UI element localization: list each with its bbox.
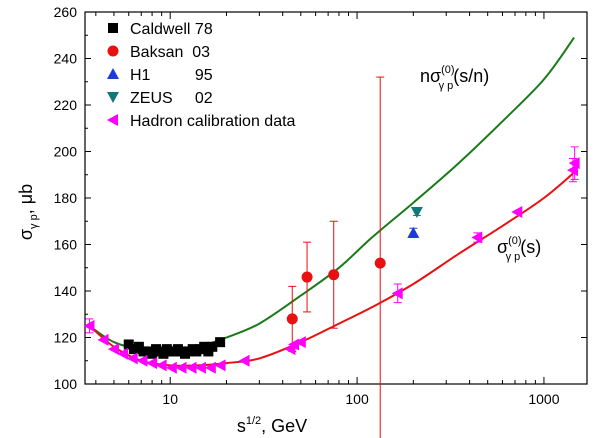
curve-label-arg: (s) xyxy=(520,237,541,257)
data-point-triangle-left xyxy=(117,347,129,360)
y-tick-label: 100 xyxy=(54,376,78,392)
data-point-triangle-left xyxy=(471,231,483,244)
curve-label-base: σ xyxy=(497,237,508,257)
data-point-triangle-left xyxy=(107,343,119,356)
x-tick-label: 1000 xyxy=(528,391,559,407)
y-tick-label: 200 xyxy=(54,144,78,160)
x-axis-sup: 1/2 xyxy=(246,415,261,427)
curve-label-sup: (0) xyxy=(508,235,521,247)
data-point-triangle-left xyxy=(294,336,306,349)
fit-curves xyxy=(88,37,578,367)
curve-label-base: nσ xyxy=(420,66,441,86)
curve-label-sub: γ p xyxy=(506,251,521,263)
x-axis-title: s1/2, GeV xyxy=(237,415,307,436)
data-point-square xyxy=(207,341,218,352)
y-axis-unit: μb xyxy=(16,184,36,204)
data-point-triangle-left xyxy=(511,205,523,218)
data-point-triangle-left xyxy=(146,357,158,370)
legend-marker xyxy=(107,92,119,103)
data-point-triangle-left xyxy=(136,354,148,367)
legend-label: Hadron calibration data xyxy=(130,113,296,130)
data-point-triangle-left xyxy=(391,287,403,300)
y-axis-base: σ xyxy=(16,229,36,240)
data-markers xyxy=(83,157,580,374)
legend-marker xyxy=(107,45,119,57)
data-point-triangle-up xyxy=(407,226,420,238)
legend: Caldwell 78 Baksan 03 H1 95 ZEUS 02 Hadron c… xyxy=(107,21,296,130)
curve-labels: nσ(0) γ p(s/n)σ(0) γ p(s) xyxy=(420,64,541,263)
axis-ticks: 100 120 140 160 180 200 220 240 260 10 100 1000 xyxy=(54,4,587,407)
data-point-triangle-left xyxy=(566,164,578,177)
y-tick-label: 240 xyxy=(54,51,78,67)
legend-label: ZEUS 02 xyxy=(130,90,213,107)
data-point-triangle-left xyxy=(83,319,95,332)
y-tick-label: 260 xyxy=(54,4,78,20)
data-point-triangle-left xyxy=(126,352,138,365)
data-point-square xyxy=(123,339,134,350)
green-curve-label: nσ(0) γ p(s/n) xyxy=(420,64,489,92)
legend-marker xyxy=(108,23,118,33)
x-axis-unit: GeV xyxy=(271,416,307,436)
data-point-triangle-left xyxy=(214,359,226,372)
data-point-triangle-left xyxy=(165,361,177,374)
data-point-triangle-left xyxy=(175,361,187,374)
data-point-triangle-left xyxy=(238,354,250,367)
x-tick-label: 100 xyxy=(345,391,369,407)
y-tick-label: 220 xyxy=(54,97,78,113)
data-point-circle xyxy=(374,257,386,269)
data-point-triangle-left xyxy=(194,361,206,374)
axis-titles: s1/2, GeV σγ p, μb xyxy=(16,184,307,436)
green-fit-curve xyxy=(88,37,575,351)
y-axis-sep: , xyxy=(16,204,36,214)
data-point-triangle-left xyxy=(185,361,197,374)
curve-label-sub: γ p xyxy=(439,80,454,92)
data-point-square xyxy=(215,337,226,348)
curve-label-sup: (0) xyxy=(441,64,454,76)
data-point-triangle-down xyxy=(410,206,423,218)
curve-label-arg: (s/n) xyxy=(453,66,489,86)
x-axis-sep: , xyxy=(261,416,271,436)
data-point-triangle-left xyxy=(204,361,216,374)
red-curve-label: σ(0) γ p(s) xyxy=(497,235,541,263)
data-point-triangle-left xyxy=(568,157,580,170)
x-axis-base: s xyxy=(237,416,246,436)
legend-marker xyxy=(107,114,118,126)
y-tick-label: 180 xyxy=(54,190,78,206)
data-point-circle xyxy=(328,269,340,281)
y-axis-sub: γ p xyxy=(28,214,40,229)
legend-marker xyxy=(107,68,119,79)
red-fit-curve xyxy=(88,169,578,367)
legend-label: Caldwell 78 xyxy=(130,21,213,38)
data-point-triangle-left xyxy=(97,333,109,346)
y-tick-label: 140 xyxy=(54,283,78,299)
data-point-circle xyxy=(301,271,313,283)
legend-label: H1 95 xyxy=(130,67,213,84)
y-axis-title: σγ p, μb xyxy=(16,184,40,240)
data-point-circle xyxy=(286,313,298,325)
y-tick-label: 160 xyxy=(54,237,78,253)
legend-label: Baksan 03 xyxy=(130,44,210,61)
data-point-triangle-left xyxy=(155,359,167,372)
y-tick-label: 120 xyxy=(54,330,78,346)
x-tick-label: 10 xyxy=(162,391,178,407)
